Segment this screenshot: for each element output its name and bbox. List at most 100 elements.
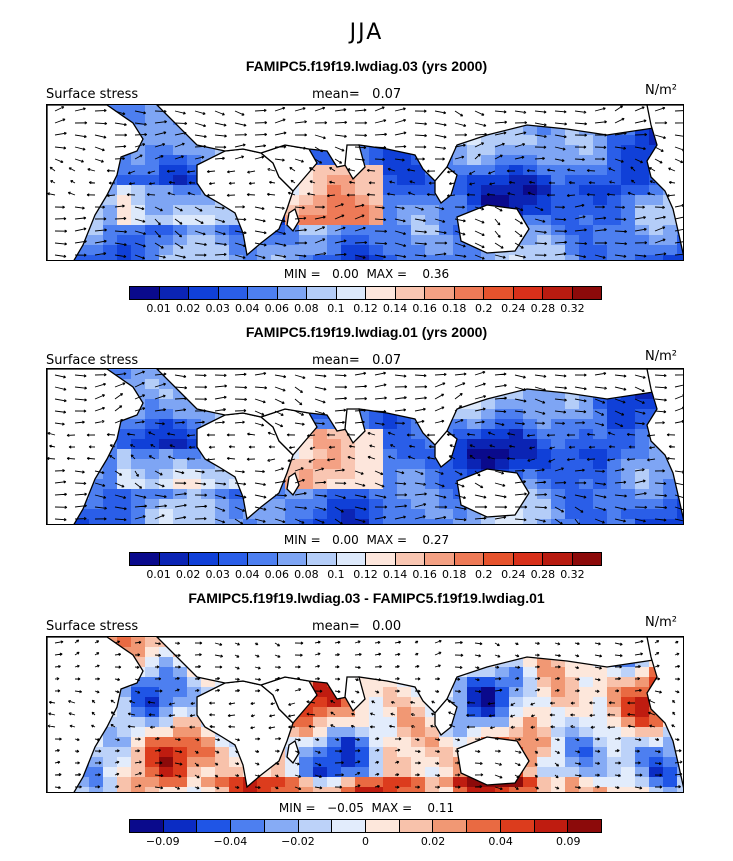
colorbar-tick-label: 0.03	[205, 302, 230, 315]
panel-1-units: N/m²	[645, 83, 677, 98]
panel-3-min-value: −0.05	[327, 801, 364, 815]
colorbar-swatch	[399, 820, 434, 832]
panel-3-title: FAMIPC5.f19f19.lwdiag.03 - FAMIPC5.f19f1…	[188, 590, 545, 606]
colorbar-swatch	[197, 820, 232, 832]
panel-2-colorbar	[129, 552, 602, 566]
colorbar-tick-label: 0.04	[235, 302, 260, 315]
colorbar-swatch	[307, 287, 337, 299]
colorbar-swatch	[425, 287, 455, 299]
colorbar-swatch	[484, 553, 514, 565]
panel-3-minmax: MIN = −0.05 MAX = 0.11	[0, 801, 733, 815]
panel-2-max-label: MAX =	[366, 533, 408, 547]
panel-1-max-label: MAX =	[366, 267, 408, 281]
colorbar-swatch	[568, 820, 602, 832]
colorbar-tick-label: 0.28	[530, 302, 556, 315]
colorbar-tick-label: 0.04	[235, 568, 260, 581]
colorbar-swatch	[543, 287, 573, 299]
colorbar-swatch	[218, 553, 248, 565]
colorbar-tick-label: 0.18	[441, 568, 467, 581]
colorbar-swatch	[454, 287, 484, 299]
colorbar-tick-label: 0.04	[488, 835, 513, 848]
wind-vectors	[47, 370, 683, 524]
colorbar-tick-label: 0	[362, 835, 369, 848]
panel-1-title: FAMIPC5.f19f19.lwdiag.03 (yrs 2000)	[245, 58, 488, 74]
colorbar-tick-label: 0.02	[420, 835, 446, 848]
panel-3-max-value: 0.11	[427, 801, 455, 815]
colorbar-swatch	[218, 287, 248, 299]
colorbar-tick-label: 0.14	[382, 302, 408, 315]
colorbar-swatch	[231, 820, 265, 832]
colorbar-tick-label: −0.04	[213, 835, 248, 848]
colorbar-tick-label: 0.2	[475, 302, 493, 315]
panel-2-units: N/m²	[645, 349, 677, 364]
colorbar-swatch	[395, 553, 425, 565]
panel-2-title: FAMIPC5.f19f19.lwdiag.01 (yrs 2000)	[245, 324, 488, 340]
panel-3-max-label: MAX =	[371, 801, 413, 815]
colorbar-swatch	[130, 287, 160, 299]
panel-2-min-label: MIN =	[283, 533, 321, 547]
colorbar-tick-label: 0.28	[530, 568, 556, 581]
colorbar-tick-label: 0.24	[501, 302, 526, 315]
colorbar-swatch	[366, 287, 396, 299]
colorbar-swatch	[366, 820, 400, 832]
colorbar-tick-label: 0.2	[475, 568, 493, 581]
colorbar-swatch	[307, 553, 337, 565]
panel-1-variable-label: Surface stress	[46, 87, 139, 102]
panel-2-max-value: 0.27	[422, 533, 450, 547]
colorbar-tick-label: −0.02	[281, 835, 315, 848]
colorbar-swatch	[159, 553, 189, 565]
colorbar-swatch	[248, 553, 278, 565]
colorbar-tick-label: 0.01	[146, 302, 171, 315]
colorbar-swatch	[332, 820, 367, 832]
colorbar-swatch	[189, 287, 219, 299]
colorbar-tick-label: 0.1	[327, 302, 345, 315]
colorbar-tick-label: 0.03	[205, 568, 230, 581]
colorbar-swatch	[336, 287, 366, 299]
panel-2-colorbar-labels: 0.01 0.02 0.03 0.04 0.06 0.08 0.1 0.12 0.14 0.16 0…	[129, 568, 602, 582]
panel-2-min-value: 0.00	[332, 533, 359, 547]
colorbar-tick-label: 0.02	[175, 302, 201, 315]
colorbar-tick-label: −0.09	[145, 835, 180, 848]
colorbar-swatch	[298, 820, 333, 832]
colorbar-swatch	[534, 820, 569, 832]
panel-2-minmax: MIN = 0.00 MAX = 0.27	[0, 533, 733, 547]
colorbar-swatch	[395, 287, 425, 299]
colorbar-tick-label: 0.12	[353, 302, 378, 315]
panel-1-colorbar-labels: 0.01 0.02 0.03 0.04 0.06 0.08 0.1 0.12 0.14 0.16 0…	[129, 302, 602, 316]
panel-2-map	[46, 368, 684, 525]
panel-1-min-value: 0.00	[332, 267, 359, 281]
colorbar-swatch	[425, 553, 455, 565]
colorbar-swatch	[500, 820, 535, 832]
colorbar-swatch	[189, 553, 219, 565]
colorbar-tick-label: 0.08	[294, 568, 319, 581]
panel-1-colorbar	[129, 286, 602, 300]
colorbar-swatch	[277, 553, 307, 565]
colorbar-swatch	[543, 553, 573, 565]
colorbar-swatch	[467, 820, 501, 832]
colorbar-swatch	[163, 820, 198, 832]
panel-3-mean: mean= 0.00	[312, 619, 401, 634]
colorbar-tick-label: 0.18	[441, 302, 467, 315]
colorbar-swatch	[130, 820, 164, 832]
colorbar-tick-label: 0.06	[264, 568, 290, 581]
colorbar-tick-label: 0.01	[146, 568, 171, 581]
colorbar-swatch	[264, 820, 299, 832]
continents	[47, 105, 683, 260]
panel-2-mean: mean= 0.07	[312, 353, 401, 368]
panel-1-mean-value: 0.07	[372, 87, 402, 102]
panel-3-variable-label: Surface stress	[46, 619, 139, 634]
panel-3-map	[46, 636, 684, 793]
colorbar-tick-label: 0.02	[175, 568, 201, 581]
surface-stress-map	[47, 369, 683, 524]
colorbar-swatch	[572, 287, 601, 299]
season-title: JJA	[349, 20, 384, 45]
colorbar-tick-label: 0.16	[412, 302, 437, 315]
colorbar-tick-label: 0.09	[555, 835, 581, 848]
wind-vectors	[47, 105, 683, 260]
panel-1-max-value: 0.36	[422, 267, 450, 281]
panel-3-colorbar-labels: −0.09 −0.04 −0.02 0 0.02 0.04 0.09	[129, 835, 602, 849]
surface-stress-map	[47, 637, 683, 792]
colorbar-swatch	[336, 553, 366, 565]
panel-2-mean-value: 0.07	[372, 353, 402, 368]
colorbar-tick-label: 0.16	[412, 568, 437, 581]
